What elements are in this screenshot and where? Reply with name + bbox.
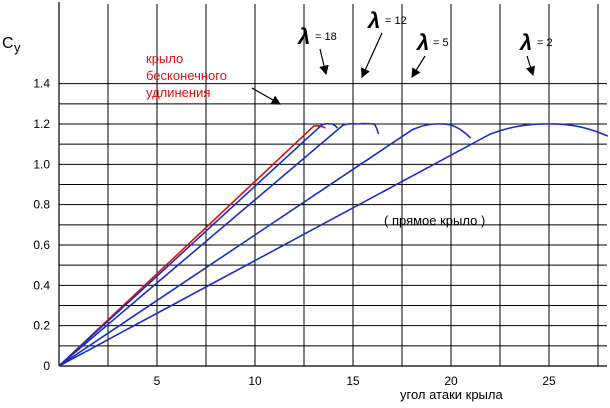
annotation-arrows (251, 32, 536, 105)
y-tick-label: 1.4 (33, 77, 50, 91)
y-tick-label: 0 (43, 359, 50, 373)
x-tick-label: 15 (346, 374, 360, 388)
infinite-wing-label-line3: удлинения (146, 85, 210, 100)
y-tick-label: 1.2 (33, 117, 50, 131)
y-tick-label: 1.0 (33, 157, 50, 171)
lambda-symbol-18: λ (297, 24, 310, 49)
annotation-arrow (411, 55, 426, 79)
infinite-wing-label-line2: бесконечного (146, 68, 227, 83)
lambda-symbol-5: λ (416, 30, 429, 55)
lambda-label-12: = 12 (385, 15, 407, 27)
series-12 (58, 122, 380, 367)
lambda-label-5: = 5 (433, 37, 449, 49)
y-tick-label: 0.4 (33, 278, 50, 292)
infinite-wing-label-line1: крыло (146, 51, 183, 66)
chart-axes (58, 2, 607, 367)
straight-wing-note: ( прямое крыло ) (384, 213, 485, 228)
series-2 (58, 123, 609, 367)
annotation-arrow (251, 87, 282, 105)
x-tick-label: 25 (542, 374, 556, 388)
series-18 (58, 122, 338, 367)
y-axis-label-subscript: y (14, 40, 21, 55)
series-5 (58, 123, 472, 367)
lambda-symbol-2: λ (519, 30, 532, 55)
lambda-label-18: = 18 (315, 31, 337, 43)
y-tick-label: 0.6 (33, 238, 50, 252)
tick-labels: 0 0.2 0.4 0.6 0.8 1.0 1.2 1.4 5 10 15 20 25 (33, 77, 556, 388)
lambda-label-2: = 2 (537, 37, 553, 49)
lambda-symbol-12: λ (367, 8, 380, 33)
annotation-arrow (361, 32, 383, 79)
annotation-arrow (319, 48, 329, 76)
y-tick-label: 0.8 (33, 198, 50, 212)
x-tick-label: 10 (248, 374, 262, 388)
series-infinite-wing (58, 124, 326, 367)
annotation-arrow (525, 55, 536, 77)
x-tick-label: 20 (444, 374, 458, 388)
y-tick-label: 0.2 (33, 319, 50, 333)
x-axis-label: угол атаки крыла (400, 387, 503, 402)
y-axis-label: C (2, 35, 14, 52)
x-tick-label: 5 (154, 374, 161, 388)
series-lines (58, 122, 609, 367)
chart-grid (59, 4, 607, 366)
